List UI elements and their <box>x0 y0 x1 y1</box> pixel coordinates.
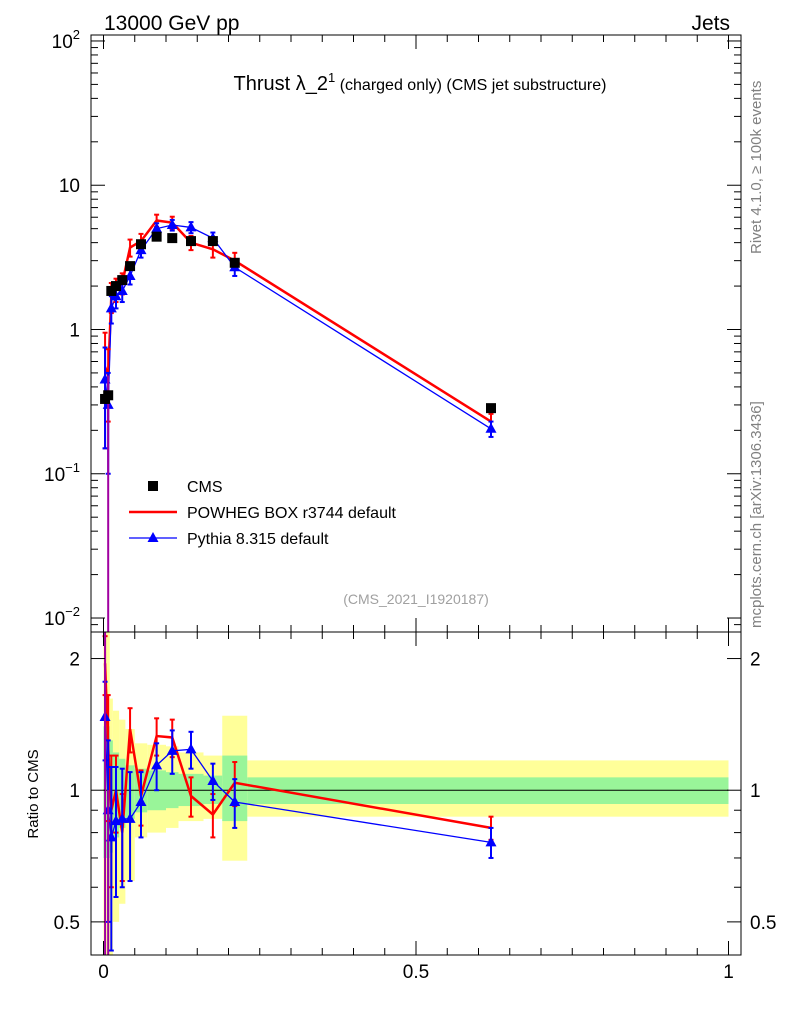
ratio-panel: 0.5 0.5 1 1 2 2 0 0.5 1 Ratio to CMS <box>25 631 776 983</box>
ratio-xtick-label: 0.5 <box>403 962 429 983</box>
ratio-ytick-label-left: 1 <box>69 781 80 802</box>
legend: CMS POWHEG BOX r3744 default Pythia 8.31… <box>129 479 397 548</box>
pythia-point <box>116 284 128 295</box>
ratio-pythia-point <box>135 795 147 806</box>
title-sup: 1 <box>328 70 335 85</box>
rivet-label: Rivet 4.1.0, ≥ 100k events <box>748 81 765 254</box>
cms-point <box>167 233 178 244</box>
mcplots-label: mcplots.cern.ch [arXiv:1306.3436] <box>748 401 765 628</box>
title-main: Thrust λ_2 <box>234 73 328 95</box>
cms-point <box>151 231 162 242</box>
main-ytick-label-base: 10 <box>44 609 65 630</box>
main-ytick-label: 1 <box>69 320 80 341</box>
cms-point <box>117 275 128 286</box>
pythia-point <box>485 422 497 433</box>
cms-point <box>111 281 121 292</box>
main-ytick-label-exp: 2 <box>73 27 80 42</box>
ratio-ytick-label-left: 0.5 <box>54 913 80 934</box>
pythia-point <box>105 302 117 313</box>
cms-point <box>207 236 218 247</box>
ratio-xtick-label: 0 <box>98 962 109 983</box>
main-ytick-label: 10−1 <box>44 460 80 486</box>
legend-label-powheg: POWHEG BOX r3744 default <box>187 505 397 522</box>
ratio-pythia-point <box>207 774 219 785</box>
legend-marker-pythia <box>147 532 159 542</box>
pythia-point <box>151 222 163 233</box>
main-ytick-label-base: 10 <box>44 465 65 486</box>
ratio-pythia-point <box>116 812 128 823</box>
ratio-pythia-point <box>124 812 136 823</box>
pythia-point <box>166 219 178 230</box>
main-ytick-label-exp: −2 <box>65 604 80 619</box>
cms-point <box>229 257 240 268</box>
main-ytick-label: 10 <box>59 176 80 197</box>
legend-label-pythia: Pythia 8.315 default <box>187 531 329 548</box>
legend-label-cms: CMS <box>187 479 223 496</box>
ratio-pythia-point <box>229 795 241 806</box>
ratio-ytick-label-right: 2 <box>750 650 761 671</box>
ratio-ytick-label-right: 1 <box>750 781 761 802</box>
header-left: 13000 GeV pp <box>104 12 239 35</box>
plot-title: Thrust λ_21 (charged only) (CMS jet subs… <box>234 70 607 95</box>
title-suffix: (charged only) (CMS jet substructure) <box>335 77 606 94</box>
cms-point <box>486 403 496 414</box>
ratio-pythia-point <box>166 744 178 755</box>
pythia-point <box>185 221 197 232</box>
powheg-line <box>103 219 492 423</box>
main-ytick-label: 10−2 <box>44 604 80 630</box>
cms-point <box>186 236 196 247</box>
ratio-ytick-label-left: 2 <box>69 650 80 671</box>
cms-point <box>125 261 136 272</box>
ratio-pythia-point <box>485 836 497 847</box>
ratio-pythia-point <box>151 759 163 770</box>
main-ytick-label-exp: −1 <box>65 460 80 475</box>
ratio-ylabel: Ratio to CMS <box>25 749 42 838</box>
header-right: Jets <box>691 12 730 35</box>
main-ytick-label: 102 <box>52 27 80 53</box>
ratio-ytick-label-right: 0.5 <box>750 913 776 934</box>
legend-marker-cms <box>148 481 158 491</box>
cms-point <box>103 390 114 401</box>
main-ytick-label-base: 10 <box>52 32 73 53</box>
analysis-watermark: (CMS_2021_I1920187) <box>343 591 489 607</box>
pythia-line <box>104 224 492 430</box>
ratio-xtick-label: 1 <box>723 962 734 983</box>
main-ytick-label-base: 1 <box>69 320 80 341</box>
ratio-pythia-point <box>185 743 197 754</box>
main-ytick-label-base: 10 <box>59 176 80 197</box>
pythia-point <box>124 269 136 280</box>
cms-point <box>136 239 146 250</box>
